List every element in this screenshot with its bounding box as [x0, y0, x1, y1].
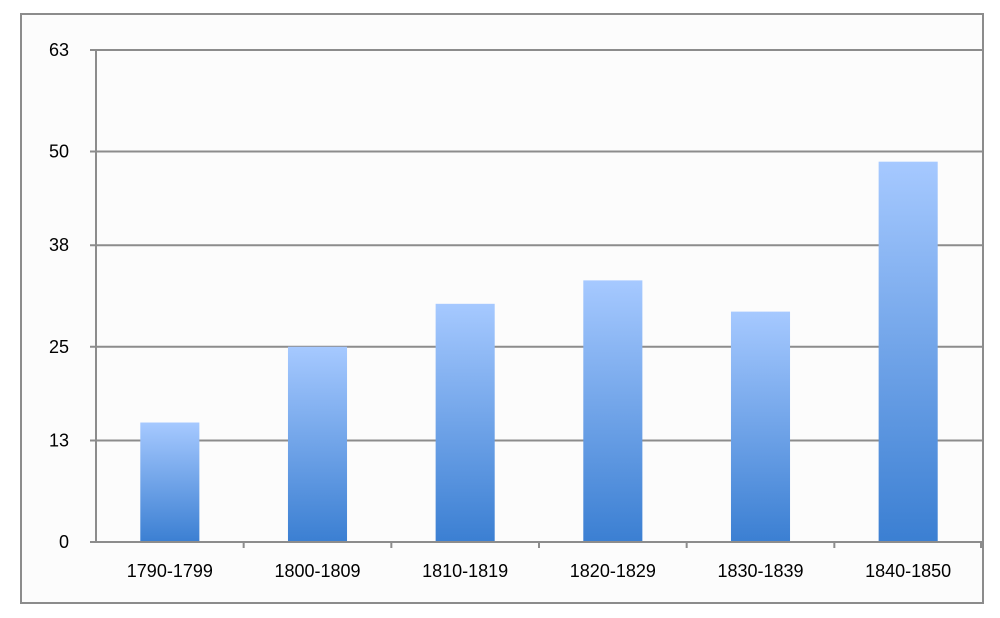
x-tick-label: 1840-1850 [865, 561, 951, 581]
axes [90, 50, 982, 548]
x-tick-label: 1790-1799 [127, 561, 213, 581]
bar [287, 346, 348, 542]
bar [583, 280, 643, 542]
bar [140, 422, 200, 542]
x-tick-label: 1800-1809 [274, 561, 360, 581]
bar [730, 311, 791, 542]
x-tick-label: 1820-1829 [570, 561, 656, 581]
y-tick-label: 0 [59, 532, 69, 552]
y-tick-label: 63 [49, 40, 69, 60]
x-tick-label: 1830-1839 [717, 561, 803, 581]
x-axis-tick-labels: 1790-1799 1800-1809 1810-1819 1820-1829 1830… [127, 561, 951, 581]
y-tick-label: 50 [49, 142, 69, 162]
x-tick-label: 1810-1819 [422, 561, 508, 581]
y-tick-label: 38 [49, 235, 69, 255]
bar [878, 161, 938, 542]
y-tick-label: 13 [49, 430, 69, 450]
gridlines [90, 49, 982, 442]
y-tick-label: 25 [49, 337, 69, 357]
bars [140, 161, 938, 542]
chart-area: 0 13 25 38 50 63 1790-1799 1800-1809 1810-1819 1… [20, 13, 984, 604]
y-axis-tick-labels: 0 13 25 38 50 63 [49, 40, 69, 552]
bar [435, 303, 495, 542]
